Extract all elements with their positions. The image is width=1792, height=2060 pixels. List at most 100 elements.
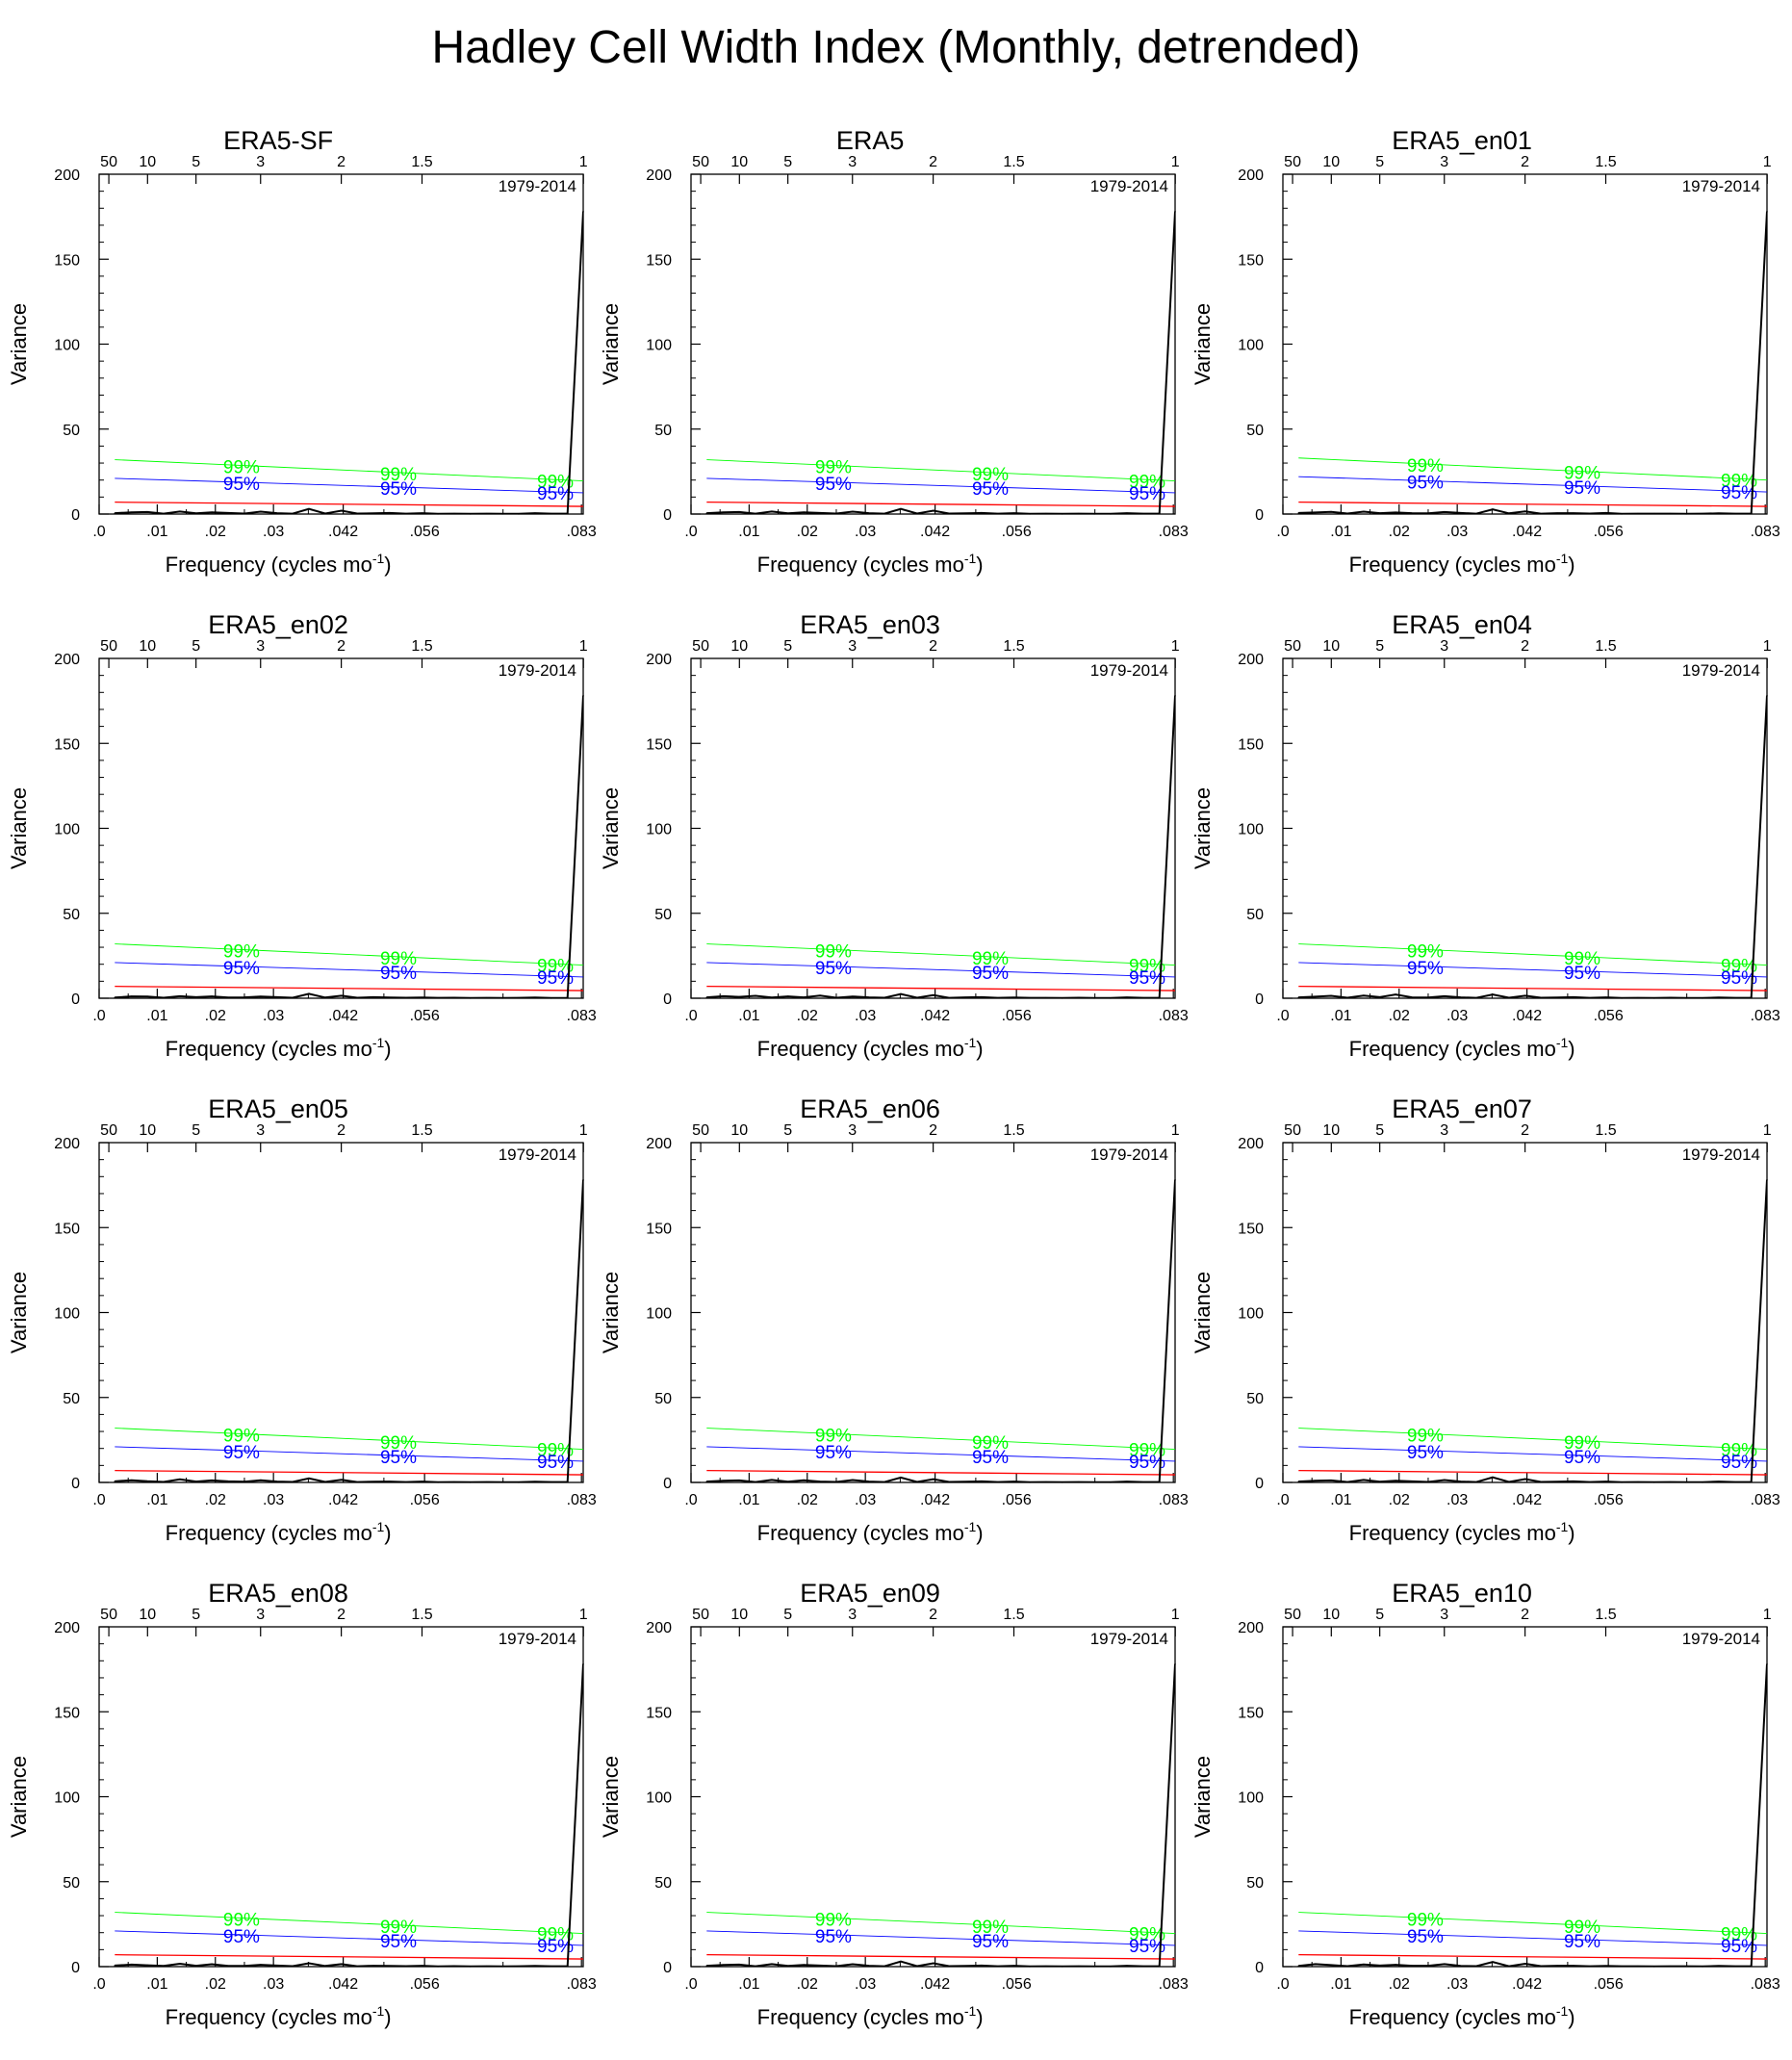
ci95-line xyxy=(115,962,584,978)
top-tick-label: 10 xyxy=(139,638,156,655)
spectrum-point xyxy=(835,1481,837,1483)
spectrum-point xyxy=(916,996,918,999)
top-tick-label: 1.5 xyxy=(1595,154,1616,170)
spectrum-point xyxy=(518,1965,520,1968)
ci99-label: 99% xyxy=(1564,464,1600,484)
x-axis-label-close: ) xyxy=(384,553,391,577)
ci99-label: 99% xyxy=(972,465,1009,485)
spectrum-point xyxy=(1158,1965,1161,1968)
spectrum-point xyxy=(1126,512,1128,514)
spectrum-point xyxy=(518,996,520,999)
spectrum-point xyxy=(819,1965,821,1967)
spectrum-point xyxy=(1702,1966,1703,1968)
panel-title: ERA5_en04 xyxy=(1392,610,1532,639)
spectrum-point xyxy=(179,1479,181,1481)
spectrum-point xyxy=(997,996,999,999)
spectrum-point xyxy=(933,509,934,512)
x-tick-label: .03 xyxy=(1446,1976,1468,1993)
period-label: 1979-2014 xyxy=(499,1630,576,1648)
spectrum-point xyxy=(1669,996,1672,999)
spectrum-point xyxy=(1363,510,1365,513)
spectrum-point xyxy=(948,996,950,999)
spectrum-point xyxy=(835,512,837,515)
spectrum-point xyxy=(1174,1179,1176,1181)
spectrum-point xyxy=(550,1965,552,1968)
spectrum-point xyxy=(1330,1480,1332,1481)
x-tick-label: .083 xyxy=(1159,1008,1189,1024)
figure-title: Hadley Cell Width Index (Monthly, detren… xyxy=(431,22,1361,73)
red-noise-line xyxy=(115,1953,584,1960)
x-axis-label: Frequency (cycles mo-1) xyxy=(1349,1519,1575,1545)
spectrum-point xyxy=(1444,1963,1446,1966)
spectrum-point xyxy=(1459,1965,1462,1968)
spectrum-point xyxy=(819,1481,821,1482)
spectrum-point xyxy=(195,1965,197,1967)
top-tick-label: 2 xyxy=(1521,638,1529,655)
spectrum-point xyxy=(582,1663,584,1665)
x-tick-label: .03 xyxy=(855,1492,876,1508)
y-tick-label: 150 xyxy=(646,1221,672,1237)
top-tick-label: 10 xyxy=(730,154,748,170)
top-tick-label: 50 xyxy=(100,1122,117,1139)
spectrum-point xyxy=(485,1965,488,1968)
top-tick-label: 2 xyxy=(337,1607,346,1623)
red-noise-line xyxy=(115,1469,584,1476)
y-axis-label: Variance xyxy=(7,1272,31,1353)
spectrum-point xyxy=(1653,1966,1655,1968)
y-tick-label: 0 xyxy=(1255,1960,1264,1976)
top-tick-label: 3 xyxy=(1440,154,1448,170)
ci95-label: 95% xyxy=(1721,1937,1757,1957)
top-tick-label: 10 xyxy=(1322,154,1340,170)
spectrum-point xyxy=(1110,1966,1112,1968)
ci99-label: 99% xyxy=(1129,1440,1165,1460)
spectrum-point xyxy=(550,997,552,999)
spectrum-point xyxy=(981,1481,983,1482)
top-tick-label: 1 xyxy=(579,154,588,170)
ci95-line xyxy=(1298,1446,1768,1462)
ci95-label: 95% xyxy=(1721,1453,1757,1473)
spectrum-point xyxy=(1077,1481,1080,1483)
spectrum-point xyxy=(260,1964,262,1966)
panel-era5-en03: ERA5_en03 1979-2014 .0 .01 .02 .03 .042 .056 .08… xyxy=(599,610,1189,1061)
x-tick-label: .0 xyxy=(684,1492,697,1508)
spectrum-point xyxy=(997,1965,999,1968)
spectrum-point xyxy=(341,1963,343,1966)
panel-era5-en04: ERA5_en04 1979-2014 .0 .01 .02 .03 .042 .056 .08… xyxy=(1190,610,1780,1061)
spectrum-point xyxy=(260,1479,262,1481)
spectrum-point xyxy=(566,1481,569,1483)
x-tick-label: .083 xyxy=(1751,1976,1780,1993)
x-axis-label: Frequency (cycles mo-1) xyxy=(1349,2003,1575,2029)
ci99-label: 99% xyxy=(380,949,417,969)
y-axis-label: Variance xyxy=(7,1756,31,1838)
red-noise-line xyxy=(1298,1469,1768,1476)
ci99-label: 99% xyxy=(1129,956,1165,976)
red-noise-line xyxy=(1298,501,1768,507)
spectrum-point xyxy=(437,1481,439,1483)
top-tick-label: 2 xyxy=(337,638,346,655)
spectrum-point xyxy=(738,995,740,998)
y-tick-label: 150 xyxy=(54,252,80,269)
y-tick-label: 50 xyxy=(1246,1875,1264,1892)
spectrum-point xyxy=(1621,1481,1623,1483)
y-tick-label: 100 xyxy=(54,338,80,354)
ci99-label: 99% xyxy=(1564,949,1600,969)
y-tick-label: 0 xyxy=(663,991,672,1008)
spectrum-point xyxy=(705,512,708,514)
spectrum-point xyxy=(1029,1481,1031,1483)
x-axis-label-text: Frequency (cycles mo xyxy=(166,1037,372,1061)
x-axis-label-sup: -1 xyxy=(372,1519,385,1534)
spectrum-point xyxy=(582,1179,584,1181)
spectrum-point xyxy=(405,1481,407,1483)
spectrum-point xyxy=(1045,1481,1047,1483)
spectrum-point xyxy=(582,695,584,697)
spectrum-point xyxy=(852,995,854,998)
spectrum-point xyxy=(705,1481,708,1482)
ci95-label: 95% xyxy=(1407,1443,1444,1463)
top-tick-label: 50 xyxy=(1284,154,1301,170)
spectrum-point xyxy=(1012,1965,1015,1967)
ci99-line xyxy=(1298,943,1768,966)
spectrum-point xyxy=(723,511,725,514)
spectrum-point xyxy=(916,1481,918,1483)
spectrum-point xyxy=(1508,512,1510,515)
